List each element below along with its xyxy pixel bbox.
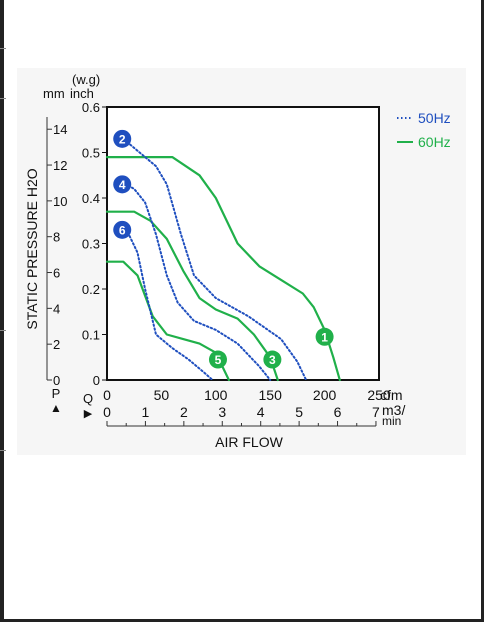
curve-marker-5 bbox=[208, 350, 227, 369]
curve-marker-label-2: 2 bbox=[119, 132, 126, 146]
x-tick-label-cfm: 50 bbox=[154, 387, 170, 403]
y-tick-label-inch: 0.6 bbox=[82, 100, 100, 115]
curve-3-60hz bbox=[105, 210, 279, 382]
y-unit-wg: (w.g) bbox=[72, 72, 100, 87]
x-tick-label-cfm: 0 bbox=[103, 387, 111, 403]
y-tick-label-mm: 0 bbox=[53, 373, 60, 388]
curve-marker-label-5: 5 bbox=[215, 353, 222, 367]
divider-tick bbox=[0, 330, 6, 331]
frame-right-border bbox=[481, 0, 484, 622]
x-tick-label-m3: 7 bbox=[372, 404, 380, 420]
curve-6-50hz bbox=[116, 224, 214, 381]
y-axis-label: STATIC PRESSURE H2O bbox=[24, 168, 40, 329]
y-tick-label-mm: 2 bbox=[53, 337, 60, 352]
legend-label-60hz: 60Hz bbox=[418, 134, 451, 150]
x-tick-label-cfm: 100 bbox=[204, 387, 228, 403]
y-unit-inch: inch bbox=[70, 86, 94, 101]
curve-marker-2 bbox=[113, 129, 132, 148]
y-tick-label-inch: 0 bbox=[93, 373, 100, 388]
frame-bottom-border bbox=[0, 619, 484, 622]
curve-2-50hz bbox=[116, 133, 308, 381]
x-unit-min: min bbox=[382, 414, 401, 428]
y-unit-mm: mm bbox=[43, 86, 65, 101]
curve-marker-label-4: 4 bbox=[119, 178, 126, 192]
y-tick-label-mm: 12 bbox=[53, 158, 67, 173]
divider-tick bbox=[0, 98, 6, 99]
p-arrow: ▲ bbox=[50, 401, 62, 415]
y-tick-label-inch: 0.1 bbox=[82, 328, 100, 343]
plot-area bbox=[106, 106, 380, 381]
x-unit-cfm: cfm bbox=[380, 387, 403, 403]
curve-marker-label-3: 3 bbox=[269, 353, 276, 367]
y-tick-label-inch: 0.4 bbox=[82, 191, 100, 206]
y-tick-label-mm: 10 bbox=[53, 194, 67, 209]
curve-marker-4 bbox=[113, 175, 132, 194]
x-tick-label-m3: 5 bbox=[295, 404, 303, 420]
curve-marker-6 bbox=[113, 220, 132, 239]
x-axis-label: AIR FLOW bbox=[215, 434, 283, 450]
frame-left-border bbox=[0, 0, 4, 622]
p-symbol: P bbox=[52, 386, 61, 401]
curve-4-50hz bbox=[116, 178, 272, 381]
y-tick-label-mm: 4 bbox=[53, 301, 60, 316]
q-symbol: Q bbox=[83, 391, 93, 406]
x-tick-label-m3: 1 bbox=[142, 404, 150, 420]
y-tick-label-mm: 6 bbox=[53, 266, 60, 281]
y-tick-label-inch: 0.5 bbox=[82, 146, 100, 161]
x-tick-label-m3: 4 bbox=[257, 404, 265, 420]
x-tick-label-cfm: 150 bbox=[259, 387, 283, 403]
curve-marker-label-6: 6 bbox=[119, 223, 126, 237]
divider-tick bbox=[0, 48, 6, 49]
y-tick-label-inch: 0.3 bbox=[82, 237, 100, 252]
x-tick-label-m3: 3 bbox=[218, 404, 226, 420]
x-tick-label-cfm: 200 bbox=[313, 387, 337, 403]
y-tick-label-inch: 0.2 bbox=[82, 282, 100, 297]
curve-marker-1 bbox=[315, 327, 334, 346]
x-tick-label-m3: 2 bbox=[180, 404, 188, 420]
y-tick-label-mm: 14 bbox=[53, 122, 67, 137]
x-tick-label-m3: 6 bbox=[334, 404, 342, 420]
divider-tick bbox=[0, 450, 6, 451]
x-unit-m3: m3/ bbox=[382, 402, 405, 418]
x-tick-label-m3: 0 bbox=[103, 404, 111, 420]
q-arrow: ▶ bbox=[84, 408, 93, 420]
y-tick-label-mm: 8 bbox=[53, 230, 60, 245]
curve-marker-label-1: 1 bbox=[321, 330, 328, 344]
x-tick-label-cfm: 250 bbox=[367, 387, 391, 403]
curve-marker-3 bbox=[263, 350, 282, 369]
legend-label-50hz: 50Hz bbox=[418, 110, 451, 126]
